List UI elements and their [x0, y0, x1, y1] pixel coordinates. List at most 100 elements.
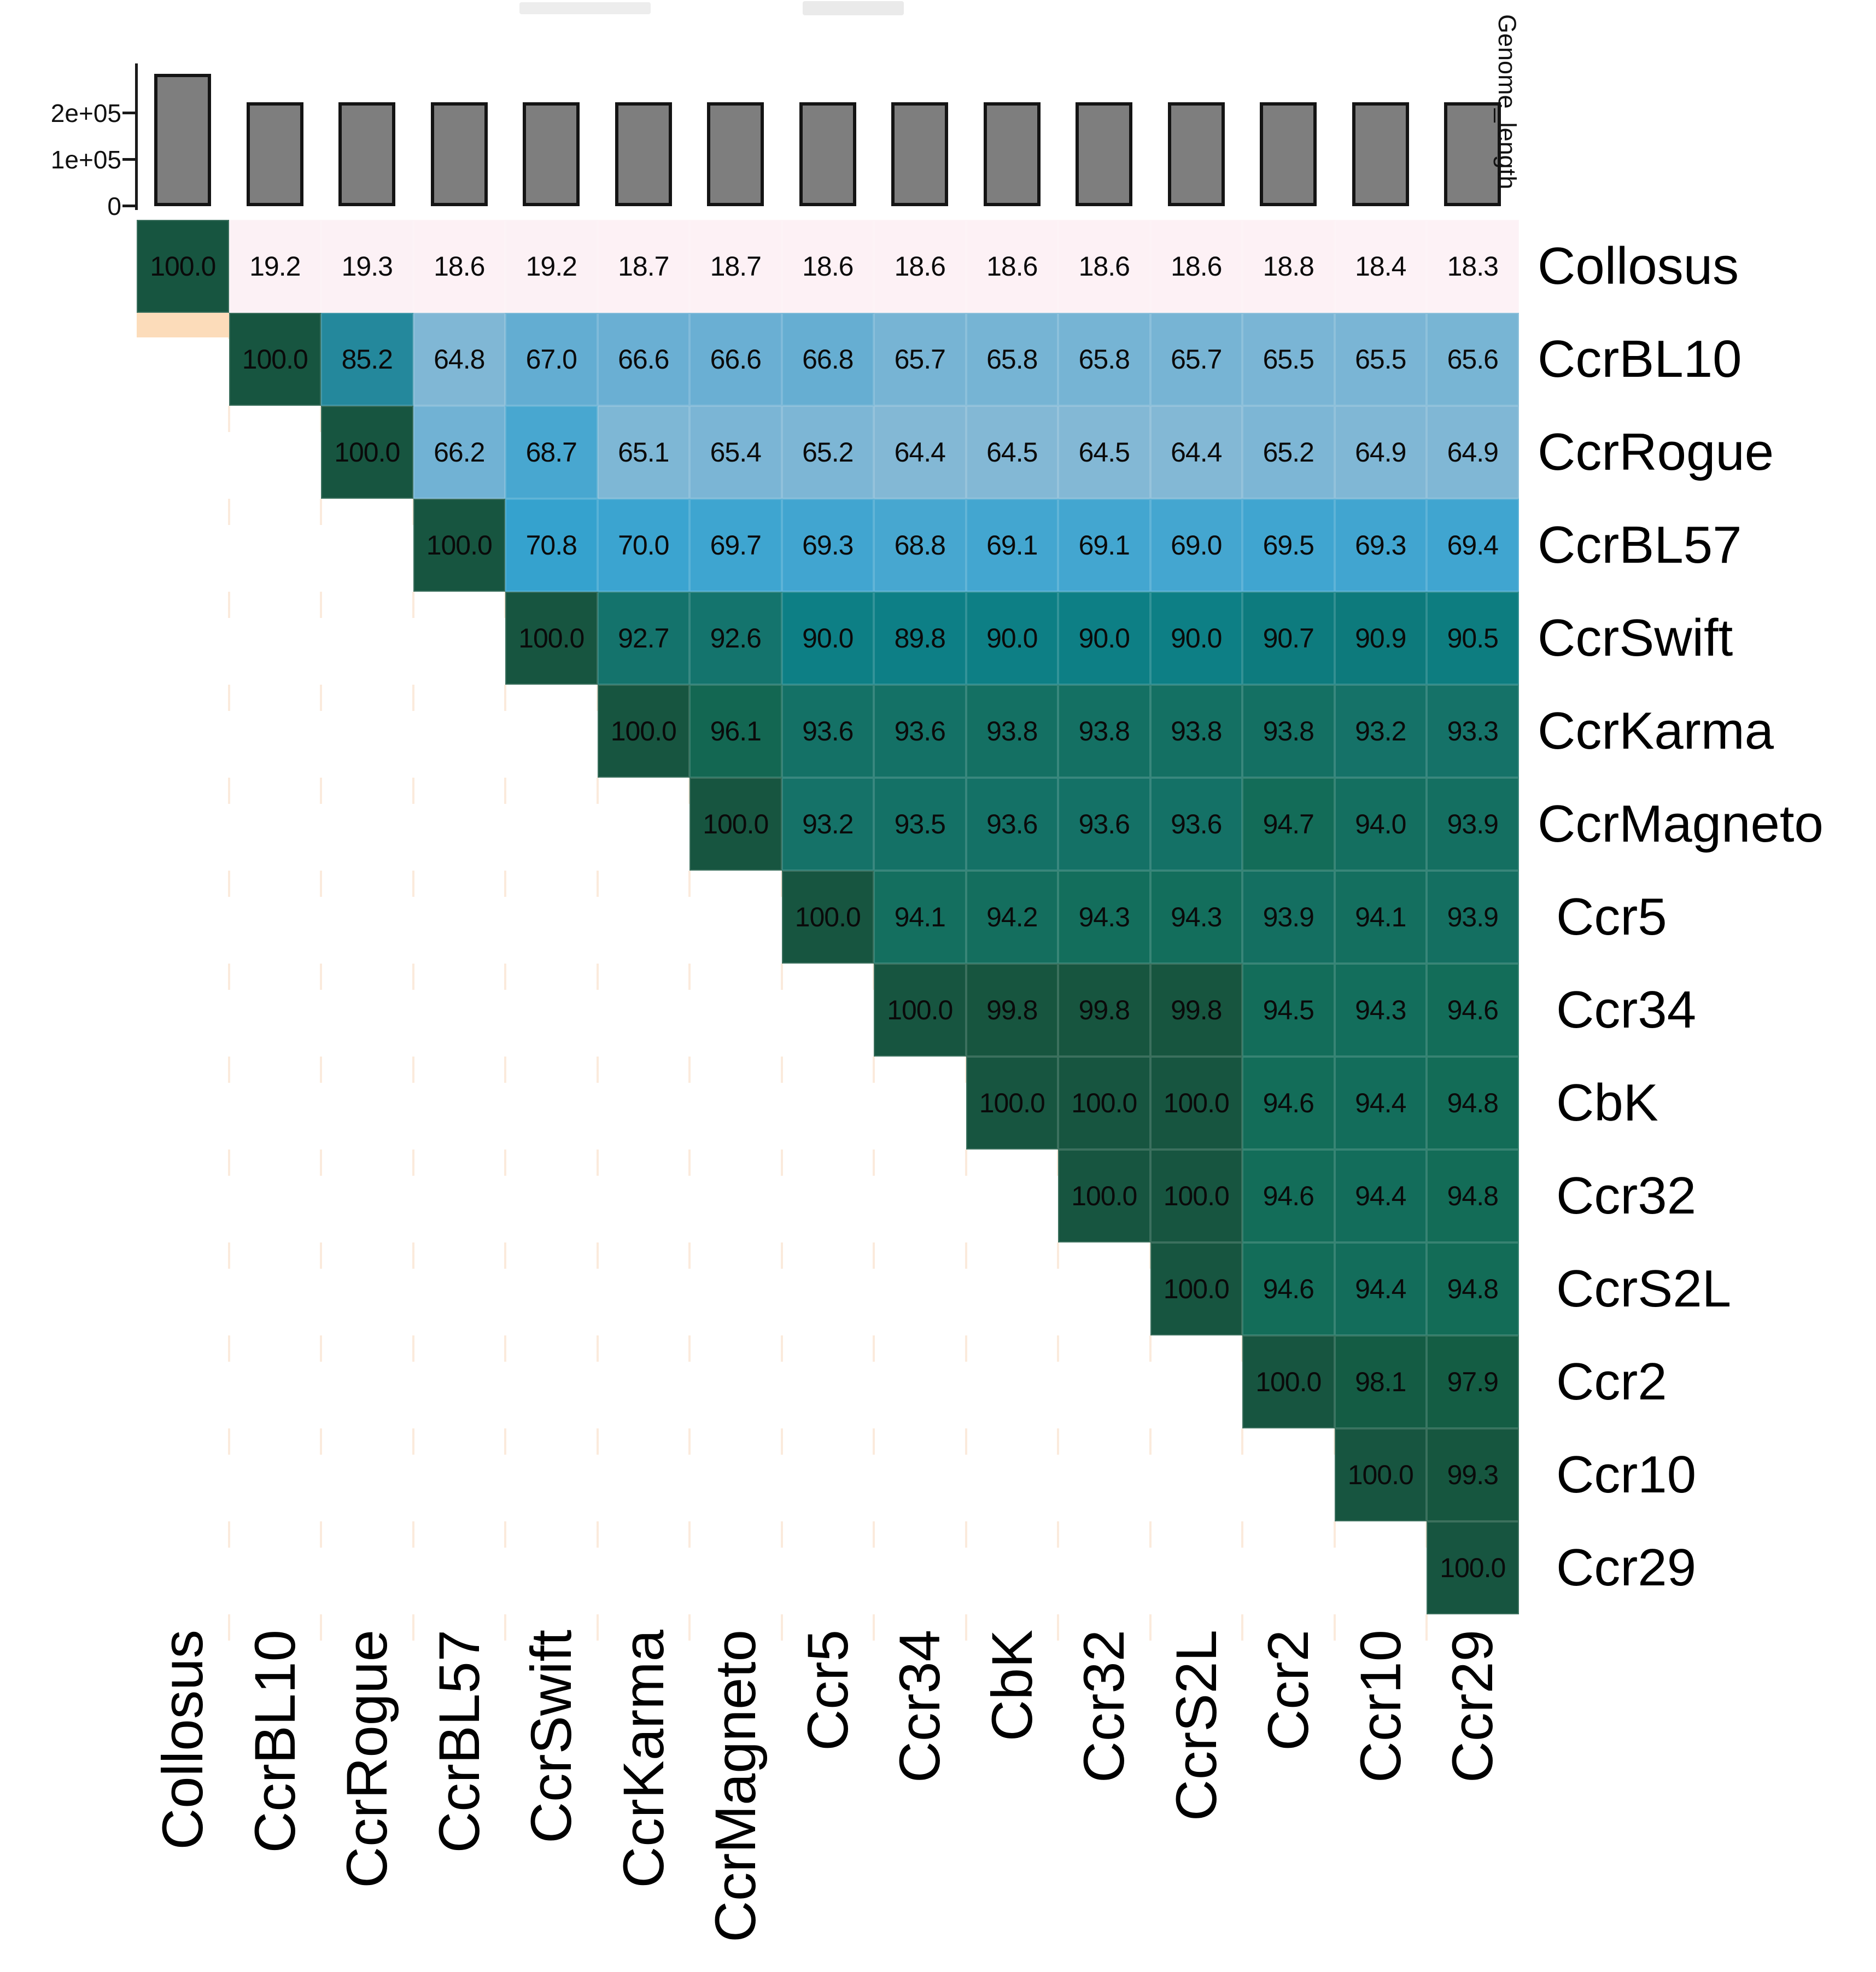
heatmap-cell-Ccr2-Ccr10: 98.1 — [1334, 1335, 1427, 1428]
dashed-guide-line — [504, 313, 506, 1680]
cell-value: 65.8 — [986, 344, 1038, 375]
cell-value: 65.4 — [710, 437, 762, 468]
cell-value: 65.5 — [1355, 344, 1406, 375]
cell-value: 66.6 — [710, 344, 762, 375]
cell-value: 68.8 — [894, 530, 946, 561]
cell-value: 94.1 — [894, 902, 946, 932]
cell-value: 93.6 — [1078, 809, 1130, 839]
column-label-CcrBL10: CcrBL10 — [243, 1630, 307, 1853]
heatmap-cell-CcrKarma-CbK: 93.8 — [966, 685, 1058, 778]
dashed-guide-line — [227, 313, 230, 1680]
heatmap-cell-Collosus-Ccr2: 18.8 — [1242, 220, 1335, 313]
cell-value: 94.5 — [1263, 995, 1314, 1025]
heatmap-cell-CcrRogue-CcrRogue: 100.0 — [321, 406, 413, 499]
heatmap-cell-Ccr34-Ccr34: 100.0 — [874, 964, 966, 1057]
column-label-CbK: CbK — [980, 1630, 1044, 1742]
cell-value: 66.6 — [618, 344, 669, 375]
cell-value: 100.0 — [1255, 1367, 1322, 1397]
cell-value: 94.1 — [1355, 902, 1406, 932]
heatmap-cell-CcrKarma-Ccr34: 93.6 — [874, 685, 966, 778]
dashed-guide-line — [320, 313, 322, 1680]
cell-value: 90.0 — [1171, 623, 1222, 654]
cell-value: 68.7 — [525, 437, 577, 468]
heatmap-cell-Ccr34-Ccr29: 94.6 — [1427, 964, 1519, 1057]
cell-value: 100.0 — [1163, 1181, 1230, 1211]
heatmap-cell-Ccr29-Ccr29: 100.0 — [1427, 1521, 1519, 1614]
genome-length-bar-CcrMagneto — [707, 102, 764, 206]
heatmap-cell-CcrMagneto-Ccr32: 93.6 — [1058, 778, 1150, 871]
heatmap-cell-CcrBL57-CcrBL57: 100.0 — [413, 499, 505, 592]
cell-value: 65.5 — [1263, 344, 1314, 375]
row-label-CcrMagneto: CcrMagneto — [1538, 795, 1824, 853]
row-label-CcrBL10: CcrBL10 — [1538, 330, 1742, 388]
heatmap-cell-CcrS2L-CcrS2L: 100.0 — [1150, 1242, 1242, 1335]
cell-value: 18.8 — [1263, 251, 1314, 282]
heatmap-cell-Ccr32-CcrS2L: 100.0 — [1150, 1150, 1242, 1242]
heatmap-cell-CcrKarma-Ccr32: 93.8 — [1058, 685, 1150, 778]
cell-value: 100.0 — [1163, 1088, 1230, 1118]
heatmap-cell-CbK-CbK: 100.0 — [966, 1057, 1058, 1150]
heatmap-cell-CcrMagneto-CbK: 93.6 — [966, 778, 1058, 871]
cell-value: 94.8 — [1447, 1274, 1499, 1304]
heatmap-cell-Ccr2-Ccr29: 97.9 — [1427, 1335, 1519, 1428]
heatmap-cell-CcrMagneto-Ccr10: 94.0 — [1334, 778, 1427, 871]
heatmap-cell-CcrBL57-Ccr34: 68.8 — [874, 499, 966, 592]
heatmap-cell-Collosus-CcrBL57: 18.6 — [413, 220, 505, 313]
cell-value: 93.8 — [1171, 716, 1222, 746]
cell-value: 64.9 — [1447, 437, 1499, 468]
artifact-top-smudge-1 — [519, 2, 651, 14]
heatmap-cell-CcrMagneto-Ccr29: 93.9 — [1427, 778, 1519, 871]
cell-value: 64.4 — [1171, 437, 1222, 468]
heatmap-cell-CcrMagneto-Ccr5: 93.2 — [781, 778, 874, 871]
genome-length-bar-CcrRogue — [338, 102, 396, 206]
cell-value: 65.1 — [618, 437, 669, 468]
cell-value: 93.8 — [1263, 716, 1314, 746]
cell-value: 65.7 — [1171, 344, 1222, 375]
row-label-CcrSwift: CcrSwift — [1538, 609, 1733, 667]
cell-value: 94.6 — [1263, 1181, 1314, 1211]
heatmap-cell-CcrKarma-Ccr2: 93.8 — [1242, 685, 1335, 778]
heatmap-cell-Ccr5-CcrS2L: 94.3 — [1150, 871, 1242, 964]
heatmap-cell-CcrBL10-CcrSwift: 67.0 — [505, 313, 598, 406]
column-label-CcrKarma: CcrKarma — [611, 1630, 676, 1888]
heatmap-cell-CcrBL57-Ccr5: 69.3 — [781, 499, 874, 592]
cell-value: 18.6 — [894, 251, 946, 282]
cell-value: 100.0 — [794, 902, 861, 932]
row-label-Ccr10: Ccr10 — [1556, 1445, 1697, 1504]
cell-value: 93.2 — [802, 809, 854, 839]
heatmap-cell-CcrBL10-Ccr29: 65.6 — [1427, 313, 1519, 406]
cell-value: 70.0 — [618, 530, 669, 561]
heatmap-cell-Collosus-CcrBL10: 19.2 — [229, 220, 321, 313]
cell-value: 90.5 — [1447, 623, 1499, 654]
cell-value: 18.6 — [802, 251, 854, 282]
heatmap-cell-CcrKarma-Ccr29: 93.3 — [1427, 685, 1519, 778]
heatmap-cell-Collosus-Collosus: 100.0 — [137, 220, 229, 313]
heatmap-cell-CcrRogue-CcrMagneto: 65.4 — [689, 406, 782, 499]
cell-value: 90.9 — [1355, 623, 1406, 654]
column-label-Collosus: Collosus — [151, 1630, 215, 1850]
heatmap-cell-CcrRogue-Ccr2: 65.2 — [1242, 406, 1335, 499]
heatmap-cell-CcrBL10-CcrRogue: 85.2 — [321, 313, 413, 406]
heatmap-cell-CcrBL10-Ccr34: 65.7 — [874, 313, 966, 406]
heatmap-cell-CcrRogue-CcrBL57: 66.2 — [413, 406, 505, 499]
y-axis-tick-mark — [122, 112, 137, 114]
heatmap-cell-CcrSwift-Ccr5: 90.0 — [781, 592, 874, 685]
cell-value: 64.8 — [434, 344, 485, 375]
heatmap-cell-CcrSwift-Ccr10: 90.9 — [1334, 592, 1427, 685]
cell-value: 93.5 — [894, 809, 946, 839]
heatmap-cell-Ccr2-Ccr2: 100.0 — [1242, 1335, 1335, 1428]
heatmap-cell-Ccr5-Ccr5: 100.0 — [781, 871, 874, 964]
heatmap-cell-CcrSwift-CcrMagneto: 92.6 — [689, 592, 782, 685]
genome-length-axis-title: Genome_length — [1493, 14, 1521, 190]
cell-value: 94.3 — [1078, 902, 1130, 932]
heatmap-cell-CbK-CcrS2L: 100.0 — [1150, 1057, 1242, 1150]
cell-value: 66.2 — [434, 437, 485, 468]
heatmap-cell-Collosus-Ccr34: 18.6 — [874, 220, 966, 313]
genome-length-bar-Ccr29 — [1444, 102, 1501, 206]
heatmap-cell-Collosus-Ccr29: 18.3 — [1427, 220, 1519, 313]
y-axis-tick-label: 0 — [107, 192, 121, 220]
cell-value: 100.0 — [1347, 1460, 1414, 1490]
heatmap-cell-Ccr5-CbK: 94.2 — [966, 871, 1058, 964]
cell-value: 69.3 — [802, 530, 854, 561]
